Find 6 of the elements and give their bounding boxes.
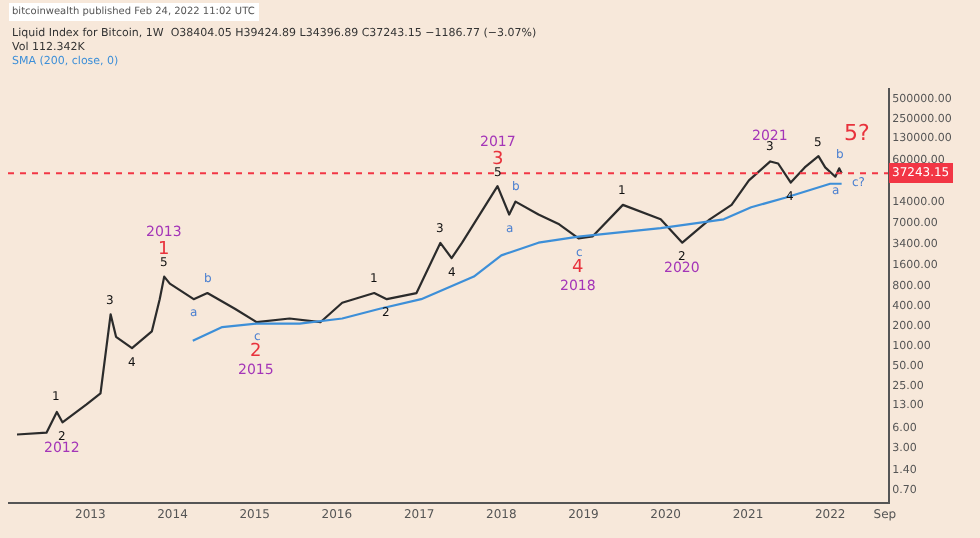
annotation: 5? bbox=[844, 120, 870, 146]
annotation: 1 bbox=[158, 240, 170, 260]
annotation: 2 bbox=[250, 342, 262, 362]
annotation: 4 bbox=[572, 258, 584, 278]
annotation: 3 bbox=[492, 150, 504, 170]
line-series bbox=[191, 182, 843, 342]
